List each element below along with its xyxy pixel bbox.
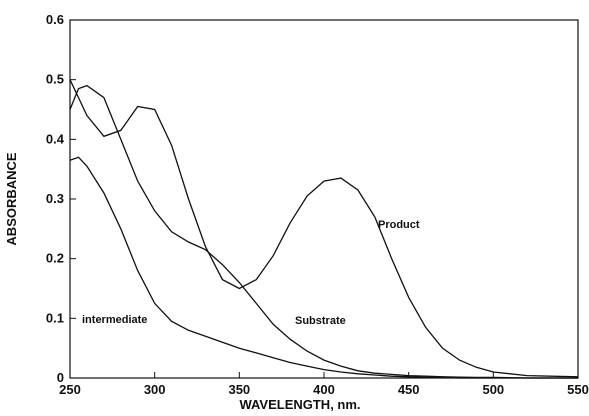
y-tick-label: 0.1 — [46, 310, 64, 325]
series-line — [69, 84, 578, 379]
x-tick-label: 450 — [398, 382, 420, 397]
y-tick-label: 0.5 — [46, 72, 64, 87]
x-tick-label: 400 — [313, 382, 335, 397]
y-axis-label: ABSORBANCE — [4, 152, 19, 246]
series-line — [69, 79, 579, 378]
x-tick-label: 350 — [228, 382, 250, 397]
y-tick-label: 0 — [57, 370, 64, 385]
y-tick-label: 0.6 — [46, 12, 64, 27]
x-tick-label: 550 — [567, 382, 589, 397]
x-tick-label: 300 — [144, 382, 166, 397]
y-tick-label: 0.2 — [46, 251, 64, 266]
y-tick-label: 0.4 — [46, 131, 65, 146]
x-tick-label: 500 — [482, 382, 504, 397]
series-label: Product — [378, 219, 420, 231]
series-label: Substrate — [295, 315, 346, 327]
series-line — [69, 156, 578, 379]
x-axis-label: WAVELENGTH, nm. — [239, 397, 360, 412]
y-tick-label: 0.3 — [46, 191, 64, 206]
series-label: intermediate — [82, 314, 147, 326]
x-tick-label: 250 — [59, 382, 81, 397]
